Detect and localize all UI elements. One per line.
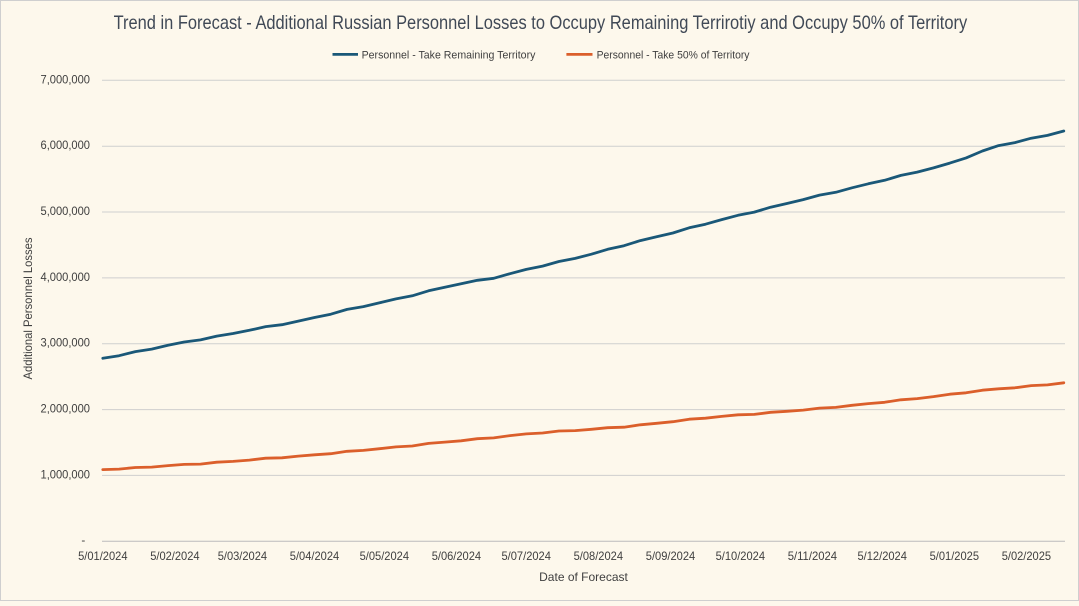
svg-text:5/10/2024: 5/10/2024 — [716, 550, 766, 563]
svg-text:5/03/2024: 5/03/2024 — [218, 550, 268, 563]
svg-text:5/09/2024: 5/09/2024 — [646, 550, 696, 563]
svg-text:1,000,000: 1,000,000 — [41, 468, 91, 481]
svg-text:7,000,000: 7,000,000 — [41, 73, 91, 86]
svg-text:5/07/2024: 5/07/2024 — [502, 550, 552, 563]
svg-text:6,000,000: 6,000,000 — [41, 139, 91, 152]
svg-text:5/08/2024: 5/08/2024 — [574, 550, 624, 563]
svg-text:-: - — [81, 534, 85, 547]
svg-text:5/11/2024: 5/11/2024 — [788, 550, 838, 563]
svg-text:5/04/2024: 5/04/2024 — [290, 550, 340, 563]
svg-text:3,000,000: 3,000,000 — [41, 337, 91, 350]
svg-text:5,000,000: 5,000,000 — [41, 205, 91, 218]
svg-text:4,000,000: 4,000,000 — [41, 271, 91, 284]
svg-text:2,000,000: 2,000,000 — [41, 403, 91, 416]
svg-text:Personnel - Take 50% of Territ: Personnel - Take 50% of Territory — [597, 49, 750, 61]
svg-text:5/06/2024: 5/06/2024 — [432, 550, 482, 563]
svg-text:5/01/2024: 5/01/2024 — [78, 550, 128, 563]
svg-text:Date of Forecast: Date of Forecast — [539, 570, 628, 584]
svg-text:5/01/2025: 5/01/2025 — [930, 550, 980, 563]
svg-text:Personnel - Take Remaining Ter: Personnel - Take Remaining Territory — [362, 49, 536, 61]
svg-text:5/02/2024: 5/02/2024 — [150, 550, 200, 563]
svg-text:Trend in Forecast - Additional: Trend in Forecast - Additional Russian P… — [114, 12, 968, 34]
svg-text:5/02/2025: 5/02/2025 — [1002, 550, 1052, 563]
svg-text:5/05/2024: 5/05/2024 — [360, 550, 410, 563]
svg-text:Additional Personnel Losses: Additional Personnel Losses — [22, 237, 35, 379]
svg-text:5/12/2024: 5/12/2024 — [858, 550, 908, 563]
